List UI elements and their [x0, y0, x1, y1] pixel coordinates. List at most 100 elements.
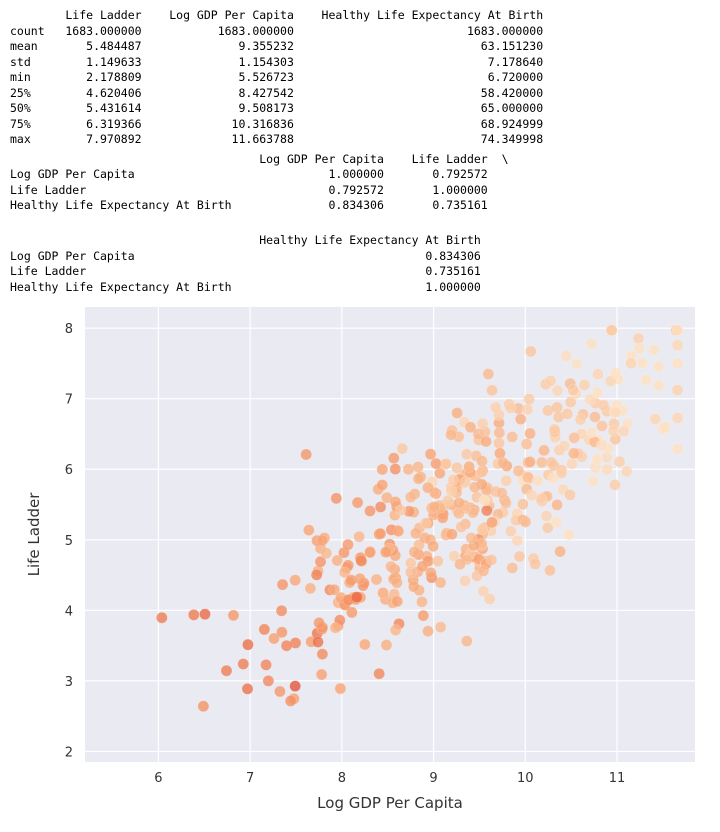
scatter-point: [589, 412, 600, 423]
scatter-point: [513, 466, 524, 477]
scatter-point: [521, 439, 532, 450]
scatter-point: [431, 458, 442, 469]
scatter-point: [377, 464, 388, 475]
scatter-point: [563, 529, 574, 540]
scatter-point: [634, 343, 645, 354]
scatter-point: [301, 449, 312, 460]
scatter-point: [548, 473, 559, 484]
scatter-point: [242, 639, 253, 650]
scatter-point: [374, 668, 385, 679]
scatter-point: [464, 462, 475, 473]
scatter-point: [392, 596, 403, 607]
scatter-point: [446, 529, 457, 540]
scatter-point: [487, 385, 498, 396]
scatter-chart: 678910112345678Log GDP Per CapitaLife La…: [10, 301, 710, 824]
scatter-point: [507, 563, 518, 574]
scatter-point: [386, 561, 397, 572]
scatter-point: [460, 477, 471, 488]
scatter-point: [586, 338, 597, 349]
scatter-point: [446, 430, 457, 441]
scatter-point: [625, 358, 636, 369]
scatter-point: [331, 493, 342, 504]
scatter-point: [586, 427, 597, 438]
x-tick-label: 6: [154, 771, 162, 786]
scatter-point: [441, 459, 452, 470]
scatter-point: [525, 457, 536, 468]
scatter-point: [446, 486, 457, 497]
scatter-point: [585, 394, 596, 405]
scatter-point: [555, 546, 566, 557]
x-tick-label: 7: [246, 771, 254, 786]
scatter-point: [525, 346, 536, 357]
scatter-point: [403, 464, 414, 475]
y-tick-label: 3: [65, 675, 73, 690]
scatter-point: [432, 556, 443, 567]
scatter-point: [478, 566, 489, 577]
scatter-point: [381, 640, 392, 651]
scatter-point: [486, 555, 497, 566]
scatter-point: [276, 606, 287, 617]
scatter-point: [478, 586, 489, 597]
scatter-point: [552, 500, 563, 511]
scatter-point: [588, 476, 599, 487]
scatter-point: [514, 551, 525, 562]
scatter-point: [418, 610, 429, 621]
x-axis-label: Log GDP Per Capita: [317, 794, 463, 812]
scatter-point: [451, 463, 462, 474]
scatter-point: [314, 618, 325, 629]
scatter-point: [422, 483, 433, 494]
scatter-point: [420, 518, 431, 529]
scatter-point: [354, 574, 365, 585]
scatter-point: [522, 472, 533, 483]
scatter-point: [156, 612, 167, 623]
scatter-point: [476, 467, 487, 478]
scatter-point: [405, 492, 416, 503]
scatter-point: [395, 505, 406, 516]
scatter-point: [568, 385, 579, 396]
scatter-point: [455, 559, 466, 570]
scatter-point: [305, 583, 316, 594]
scatter-point: [562, 409, 573, 420]
scatter-point: [377, 480, 388, 491]
scatter-point: [507, 432, 518, 443]
scatter-point: [259, 624, 270, 635]
scatter-point: [390, 625, 401, 636]
correlation-table-part1: Log GDP Per Capita Life Ladder \ Log GDP…: [10, 152, 710, 214]
scatter-point: [429, 502, 440, 513]
scatter-point: [566, 458, 577, 469]
scatter-point: [568, 448, 579, 459]
scatter-point: [610, 368, 621, 379]
y-axis-label: Life Ladder: [25, 492, 43, 577]
scatter-point: [425, 568, 436, 579]
scatter-point: [498, 458, 509, 469]
scatter-point: [290, 575, 301, 586]
scatter-point: [425, 449, 436, 460]
scatter-point: [551, 517, 562, 528]
scatter-point: [569, 433, 580, 444]
x-tick-label: 11: [609, 771, 626, 786]
scatter-point: [496, 488, 507, 499]
scatter-point: [238, 659, 249, 670]
y-tick-label: 6: [65, 464, 73, 479]
scatter-point: [228, 610, 239, 621]
scatter-point: [653, 380, 664, 391]
scatter-point: [390, 464, 401, 475]
scatter-point: [221, 665, 232, 676]
scatter-point: [494, 428, 505, 439]
scatter-point: [456, 522, 467, 533]
scatter-point: [539, 445, 550, 456]
scatter-point: [365, 547, 376, 558]
y-tick-label: 5: [65, 534, 73, 549]
scatter-point: [633, 333, 644, 344]
scatter-point: [352, 497, 363, 508]
scatter-point: [614, 456, 625, 467]
scatter-point: [354, 532, 365, 543]
scatter-point: [672, 340, 683, 351]
scatter-point: [413, 473, 424, 484]
scatter-point: [410, 528, 421, 539]
scatter-point: [515, 414, 526, 425]
scatter-point: [606, 325, 617, 336]
scatter-point: [486, 517, 497, 528]
scatter-point: [641, 375, 652, 386]
scatter-point: [269, 633, 280, 644]
